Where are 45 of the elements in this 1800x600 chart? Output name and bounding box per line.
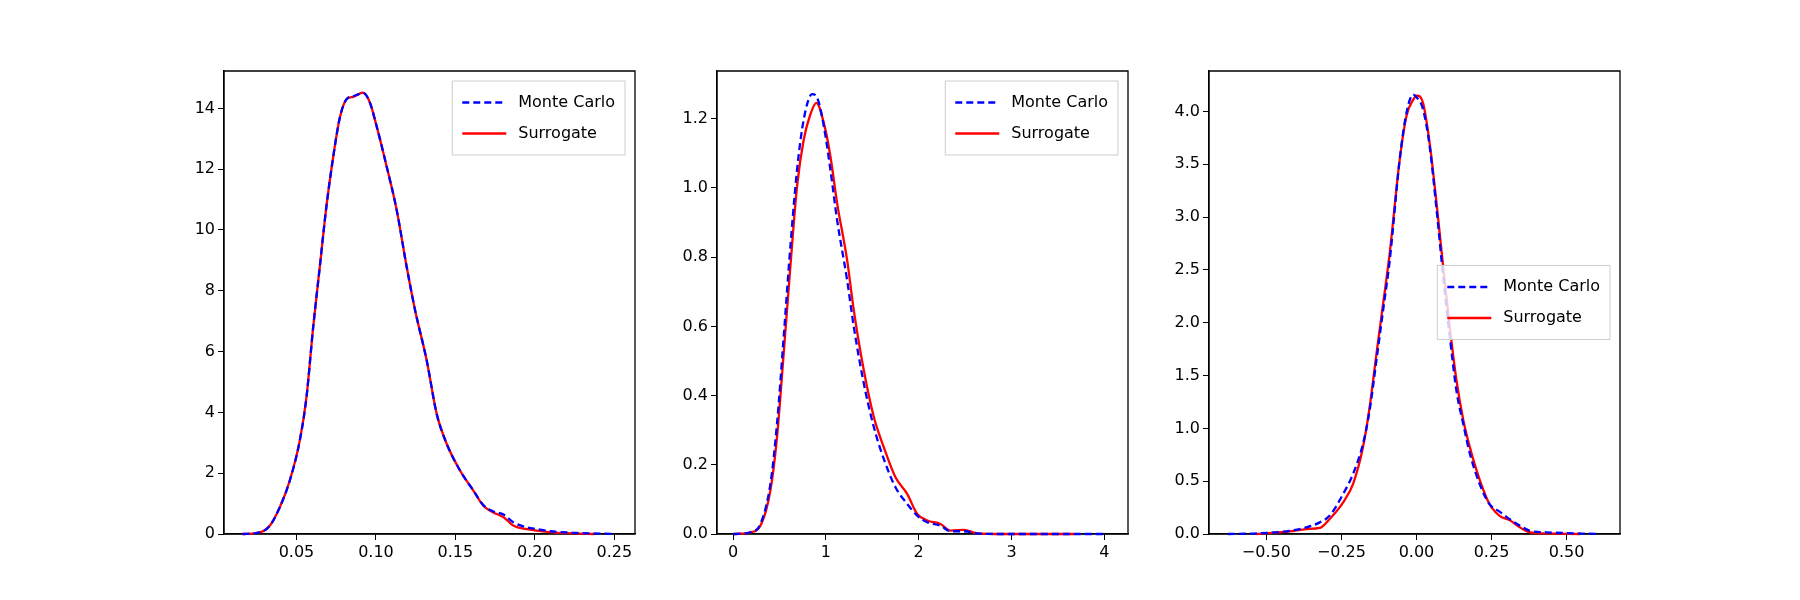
y-tick-label: 8 [204,279,215,299]
x-tick-label: 0.50 [1548,541,1585,561]
legend-label: Surrogate [518,122,597,142]
y-tick-label: 4 [204,401,215,421]
x-tick-label: 0.25 [596,541,633,561]
y-tick-label: 0.0 [682,523,708,543]
y-tick-label: 0.4 [682,384,708,404]
y-tick-label: 3.5 [1174,153,1200,173]
y-tick-label: 2.0 [1174,311,1200,331]
x-tick-label: 0 [727,541,739,561]
legend-label: Monte Carlo [518,91,616,111]
y-tick-label: 12 [194,158,215,178]
y-tick-label: 0.0 [1174,523,1200,543]
y-tick-label: 10 [194,219,215,239]
y-tick-label: 6 [204,340,215,360]
x-tick-label: 4 [1099,541,1110,561]
x-tick-label: 1 [820,541,831,561]
x-tick-label: 0.05 [278,541,315,561]
y-tick-label: 0.2 [682,453,708,473]
legend-label: Surrogate [1011,122,1090,142]
y-tick-label: 0.8 [682,246,708,266]
y-tick-label: 2.5 [1174,259,1200,279]
legend-label: Surrogate [1503,307,1582,327]
y-tick-label: 14 [194,97,215,117]
y-tick-label: 1.0 [682,177,708,197]
x-tick-label: 0.20 [517,541,553,561]
x-tick-label: 0.15 [437,541,474,561]
y-tick-label: 1.2 [682,107,708,127]
y-tick-label: 0 [204,523,215,543]
x-tick-label: −0.50 [1241,541,1291,561]
x-tick-label: 2 [913,541,924,561]
legend-label: Monte Carlo [1503,276,1601,296]
y-tick-label: 1.0 [1174,417,1200,437]
y-tick-label: 3.0 [1174,206,1200,226]
y-tick-label: 1.5 [1174,364,1200,384]
x-tick-label: 0.10 [358,541,394,561]
y-tick-label: 4.0 [1174,100,1200,120]
legend-label: Monte Carlo [1011,91,1109,111]
y-tick-label: 0.5 [1174,470,1200,490]
y-tick-label: 0.6 [682,315,708,335]
x-tick-label: 0.25 [1473,541,1510,561]
y-tick-label: 2 [204,462,215,482]
x-tick-label: 3 [1006,541,1017,561]
x-tick-label: −0.25 [1316,541,1366,561]
x-tick-label: 0.00 [1398,541,1435,561]
